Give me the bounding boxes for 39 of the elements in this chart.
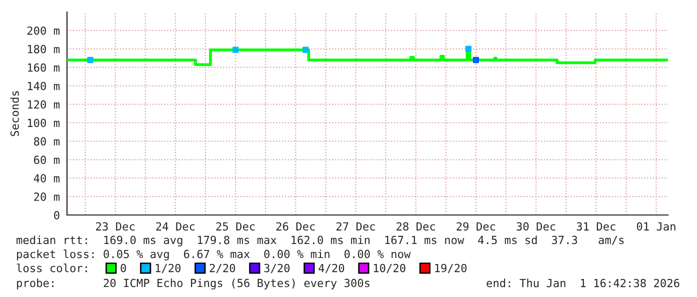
point [302, 46, 309, 53]
point [87, 56, 94, 64]
y-tick-label: 0 [54, 211, 60, 220]
x-tick-label: 26 Dec [276, 222, 315, 231]
legend-label: 4/20 [318, 264, 344, 274]
text: probe: 20 ICMP Echo Pings (56 Bytes) every 300s [17, 278, 370, 290]
y-tick-label: 60 m [34, 156, 60, 164]
x-tick-label: 01 Jan [636, 222, 676, 231]
y-tick-label: 80 m [34, 137, 60, 146]
point [465, 46, 472, 52]
x-tick-label: 25 Dec [216, 222, 255, 231]
point [232, 46, 239, 53]
text: end: Thu Jan 1 16:42:38 2026 [486, 278, 680, 288]
y-tick-label: 120 m [28, 100, 60, 109]
x-tick-label: 24 Dec [156, 222, 195, 231]
x-tick-label: 30 Dec [516, 222, 556, 231]
legend-label: 19/20 [435, 264, 467, 274]
y-axis-title: Seconds [10, 91, 19, 136]
x-tick-label: 28 Dec [396, 222, 435, 231]
y-tick-label: 160 m [28, 63, 60, 72]
x-tick-label: 23 Dec [96, 222, 134, 231]
y-tick-label: 140 m [28, 82, 60, 90]
y-tick-label: 20 m [34, 192, 60, 201]
legend-label: 10/20 [374, 264, 406, 274]
y-tick-label: 200 m [27, 26, 60, 35]
legend-label: 3/20 [264, 264, 290, 274]
legend-title: loss color: [16, 264, 87, 272]
legend-label: 1/20 [156, 264, 181, 274]
legend-label: 0 [120, 264, 126, 272]
point [472, 56, 480, 64]
y-tick-label: 180 m [28, 44, 60, 54]
y-tick-label: 40 m [34, 174, 60, 182]
legend-label: 2/20 [210, 264, 236, 274]
x-tick-label: 31 Dec [576, 222, 616, 231]
x-tick-label: 27 Dec [336, 222, 375, 231]
text: packet loss: 0.05 % avg 6.67 % max 0.00 % min 0.00 % now [17, 250, 411, 260]
text: median rtt: 169.0 ms avg 179.8 ms max 162.0 ms min 167.1 ms now 4.5 ms sd 37.3 am/s [16, 236, 624, 246]
y-tick-label: 100 m [28, 118, 60, 128]
x-tick-label: 29 Dec [456, 222, 496, 231]
